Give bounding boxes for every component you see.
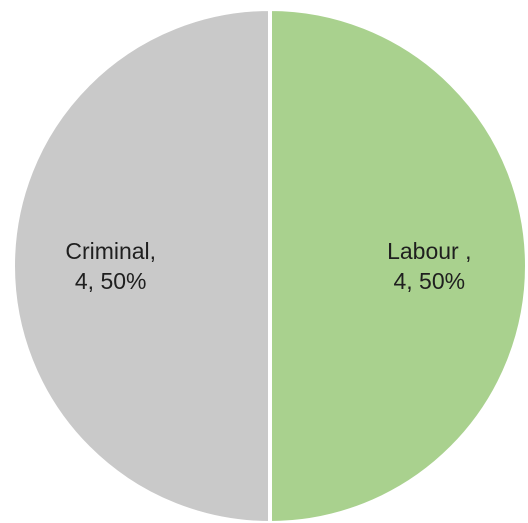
pie-slice-criminal (11, 7, 272, 523)
pie-slices (11, 7, 528, 523)
data-label-criminal: Criminal, 4, 50% (65, 238, 156, 294)
pie-data-labels: Labour , 4, 50% Criminal, 4, 50% (65, 238, 471, 294)
pie-slice-labour (268, 7, 528, 523)
data-label-value-percent: 4, 50% (393, 268, 465, 294)
data-label-category: Labour , (387, 238, 471, 264)
data-label-labour: Labour , 4, 50% (387, 238, 471, 294)
data-label-category: Criminal, (65, 238, 156, 264)
data-label-value-percent: 4, 50% (75, 268, 147, 294)
